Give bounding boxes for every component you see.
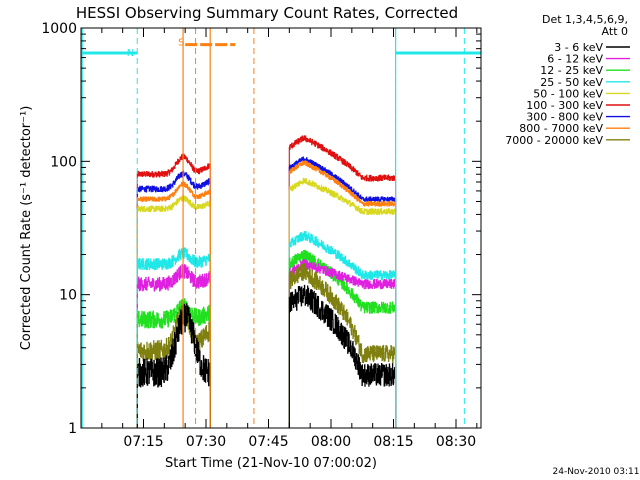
plot-frame: [80, 27, 482, 429]
series-7000-20000keV: [288, 263, 397, 428]
legend-entry-label: 25 - 50 keV: [540, 76, 603, 89]
series-50-100keV: [136, 195, 211, 428]
series-3-6keV: [288, 284, 397, 428]
series-12-25keV: [136, 298, 211, 428]
legend-entry-label: 7000 - 20000 keV: [505, 134, 603, 147]
series-6-12keV: [136, 264, 211, 428]
series-800-7000keV: [288, 160, 397, 428]
legend-entry-label: 300 - 800 keV: [526, 111, 603, 124]
legend-entry-label: 800 - 7000 keV: [519, 122, 603, 135]
y-axis: 1 10 100 1000: [41, 21, 481, 437]
series-50-100keV: [288, 177, 397, 428]
night-flag-label: N: [127, 48, 134, 59]
x-axis-label: Start Time (21-Nov-10 07:00:02): [165, 456, 377, 471]
x-axis: 07:15 07:30 07:45 08:00 08:15 08:30: [80, 28, 478, 450]
y-axis-label: Corrected Count Rate (s⁻¹ detector⁻¹): [19, 106, 34, 351]
series-100-300keV: [136, 153, 211, 428]
chart-title: HESSI Observing Summary Count Rates, Cor…: [76, 4, 458, 22]
series-7000-20000keV: [136, 303, 211, 428]
saa-flag-label: S: [178, 38, 184, 49]
data-layer: [136, 135, 397, 428]
legend-entry-label: 6 - 12 keV: [547, 53, 603, 66]
render-timestamp: 24-Nov-2010 03:11: [553, 467, 640, 477]
series-300-800keV: [288, 156, 397, 428]
series-800-7000keV: [136, 181, 211, 428]
legend-entry-label: 100 - 300 keV: [526, 99, 603, 112]
y-tick-label: 1: [68, 421, 77, 437]
legend-entry-label: 3 - 6 keV: [554, 41, 603, 54]
y-tick-label: 1000: [41, 21, 77, 37]
x-tick-label: 07:15: [123, 434, 163, 450]
x-tick-label: 08:15: [373, 434, 413, 450]
x-tick-label: 08:30: [436, 434, 476, 450]
x-tick-label: 07:45: [248, 434, 288, 450]
legend-entry-label: 50 - 100 keV: [533, 87, 603, 100]
legend-header-line: Det 1,3,4,5,6,9,: [542, 13, 628, 26]
x-tick-label: 08:00: [311, 434, 351, 450]
x-tick-label: 07:30: [186, 434, 226, 450]
y-tick-label: 100: [50, 154, 77, 170]
series-100-300keV: [288, 135, 397, 428]
legend-entry-label: 12 - 25 keV: [540, 64, 603, 77]
series-25-50keV: [288, 231, 397, 428]
series-300-800keV: [136, 170, 211, 428]
series-25-50keV: [136, 247, 211, 428]
series-3-6keV: [136, 303, 211, 428]
legend-header-line: Att 0: [602, 25, 628, 38]
marker-layer: NS: [81, 28, 481, 428]
y-tick-label: 10: [59, 288, 77, 304]
